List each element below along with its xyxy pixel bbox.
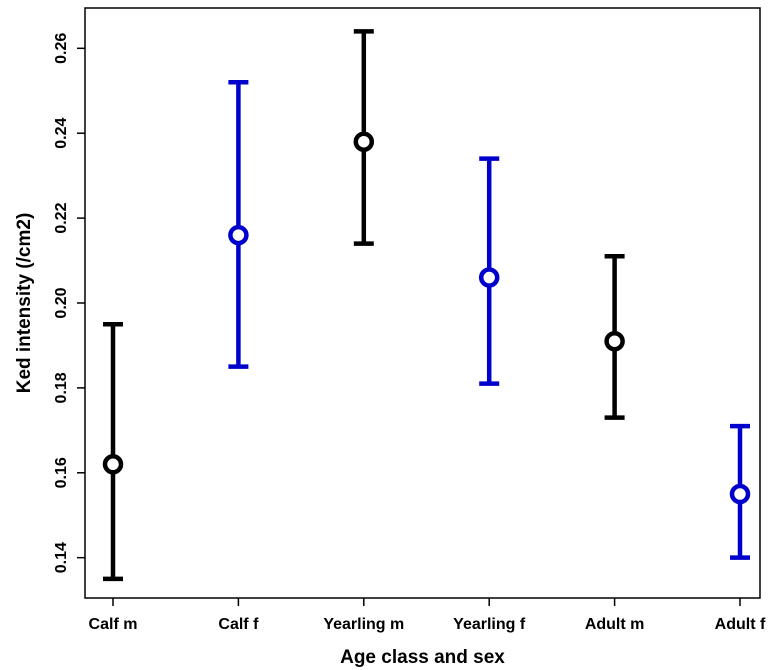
y-tick-label: 0.22 (53, 202, 70, 233)
plot-frame (84, 7, 761, 599)
y-axis: 0.14 0.16 0.18 0.20 0.22 0.24 0.26 (53, 33, 85, 573)
x-axis-title: Age class and sex (340, 647, 505, 668)
data-marks (102, 29, 751, 582)
data-point (478, 267, 500, 288)
error-bar-point (729, 423, 751, 560)
data-point (353, 131, 375, 152)
x-tick-label: Calf f (218, 616, 259, 633)
x-tick-label: Adult f (715, 616, 766, 633)
x-tick-label: Adult m (585, 616, 645, 633)
data-point (228, 224, 249, 246)
y-tick-label: 0.14 (53, 542, 70, 573)
x-tick-label: Yearling m (323, 616, 404, 633)
data-point (102, 454, 124, 475)
error-bar-point (353, 29, 375, 246)
x-tick-label: Calf m (89, 616, 138, 633)
x-axis: Calf m Calf f Yearling m Yearling f Adult m A… (89, 598, 766, 633)
data-point (604, 330, 625, 352)
y-tick-label: 0.24 (53, 118, 70, 149)
error-bar-point (604, 254, 625, 420)
y-axis-title: Ked intensity (/cm2) (14, 213, 35, 394)
x-tick-label: Yearling f (453, 616, 526, 633)
y-tick-label: 0.16 (53, 457, 70, 488)
y-tick-label: 0.18 (53, 372, 70, 403)
data-point (729, 483, 751, 505)
y-tick-label: 0.26 (53, 33, 70, 64)
y-tick-label: 0.20 (53, 287, 70, 318)
error-bar-point (102, 321, 124, 582)
error-bar-point (478, 156, 500, 386)
error-bar-point (228, 80, 249, 369)
